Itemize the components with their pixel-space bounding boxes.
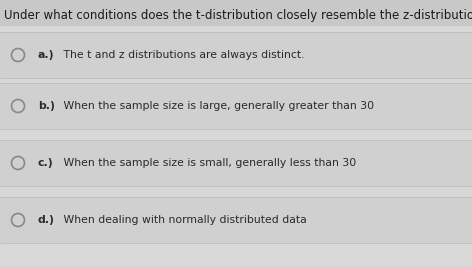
Text: d.): d.) (38, 215, 55, 225)
Text: When the sample size is large, generally greater than 30: When the sample size is large, generally… (60, 101, 374, 111)
Bar (0, 83, 472, 129)
Bar (0, 140, 472, 186)
Text: a.): a.) (38, 50, 54, 60)
Text: c.): c.) (38, 158, 54, 168)
Bar (0, 0, 472, 26)
Text: Under what conditions does the t-distribution closely resemble the z-distributio: Under what conditions does the t-distrib… (4, 9, 472, 22)
Text: When the sample size is small, generally less than 30: When the sample size is small, generally… (60, 158, 356, 168)
Text: b.): b.) (38, 101, 55, 111)
Bar (0, 197, 472, 243)
Text: The t and z distributions are always distinct.: The t and z distributions are always dis… (60, 50, 304, 60)
Text: When dealing with normally distributed data: When dealing with normally distributed d… (60, 215, 307, 225)
Bar (0, 32, 472, 78)
